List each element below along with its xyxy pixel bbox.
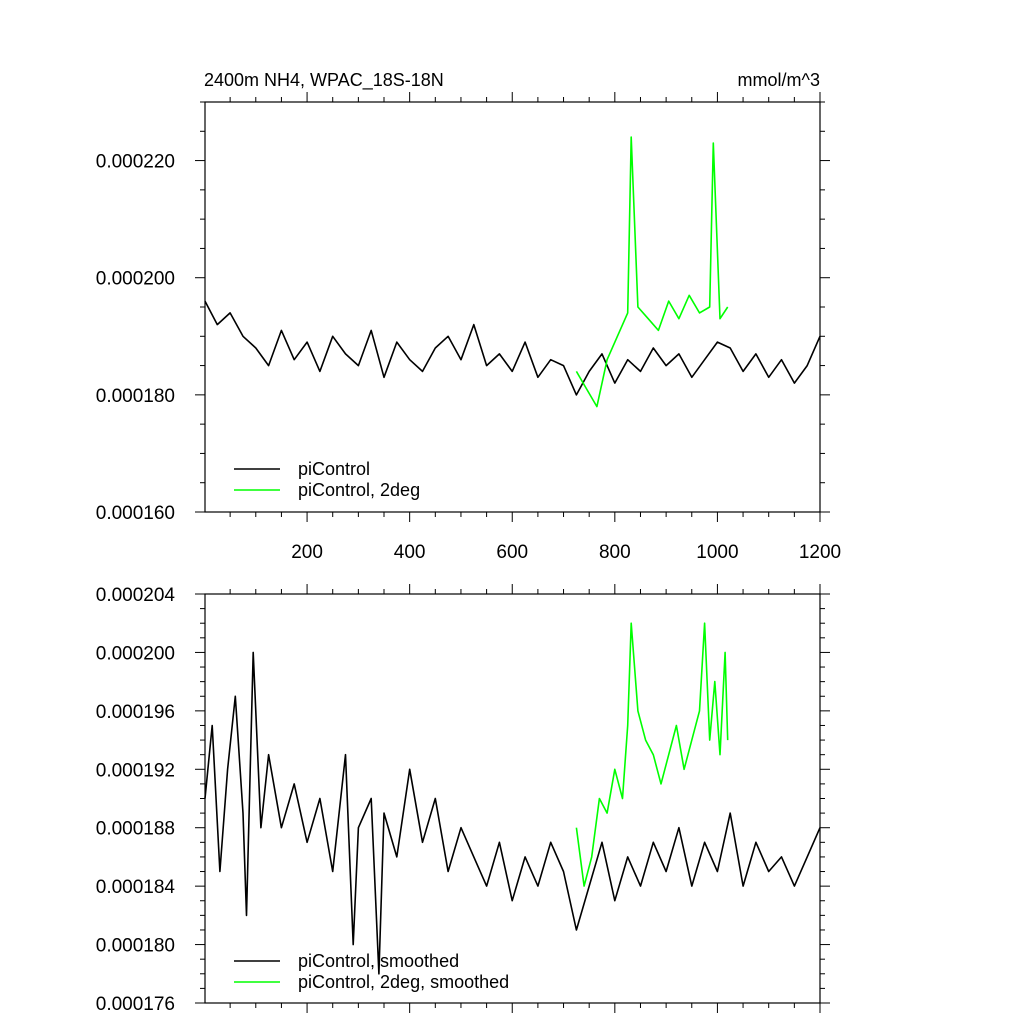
bottom-panel: 0.000176 0.000180 0.000184 0.000188 0.000192… <box>96 584 830 1015</box>
x-tick-label-400: 400 <box>394 542 426 563</box>
x-tick-label-600: 600 <box>496 542 528 563</box>
series-line-0-1 <box>575 136 729 408</box>
chart-title: 2400m NH4, WPAC_18S-18N <box>204 70 444 91</box>
legend-label-picontrol: piControl <box>298 459 370 479</box>
y-tick-label-1-1: 0.000180 <box>96 936 175 957</box>
y-tick-label-0-1: 0.000180 <box>96 386 175 407</box>
bottom-legend: piControl, smoothed piControl, 2deg, smo… <box>234 951 509 992</box>
series-line-0-0 <box>204 300 821 396</box>
y-tick-label-0-3: 0.000220 <box>96 152 175 173</box>
y-tick-label-1-0: 0.000176 <box>96 994 175 1015</box>
y-tick-label-0-0: 0.000160 <box>96 503 175 524</box>
top-series-group <box>204 136 821 408</box>
x-tick-label-200: 200 <box>291 542 323 563</box>
y-tick-label-0-2: 0.000200 <box>96 269 175 290</box>
y-tick-label-1-7: 0.000204 <box>96 585 176 606</box>
series-line-1-0 <box>204 651 821 975</box>
x-tick-label-800: 800 <box>599 542 631 563</box>
x-tick-label-1200: 1200 <box>799 542 841 563</box>
bottom-axes: 0.000176 0.000180 0.000184 0.000188 0.000192… <box>96 584 830 1015</box>
top-panel: 2400m NH4, WPAC_18S-18N mmol/m^3 200 400 6… <box>96 70 841 563</box>
units-label: mmol/m^3 <box>738 70 820 90</box>
legend-label-picontrol-smoothed: piControl, smoothed <box>298 951 459 971</box>
top-legend: piControl piControl, 2deg <box>234 459 420 500</box>
y-tick-label-1-4: 0.000192 <box>96 760 175 781</box>
legend-label-picontrol-2deg: piControl, 2deg <box>298 480 420 500</box>
y-tick-label-1-3: 0.000188 <box>96 819 175 840</box>
y-tick-label-1-5: 0.000196 <box>96 702 175 723</box>
y-tick-label-1-6: 0.000200 <box>96 643 175 664</box>
bottom-series-group <box>204 622 821 975</box>
legend-label-picontrol-2deg-smoothed: piControl, 2deg, smoothed <box>298 972 509 992</box>
top-axes: 200 400 600 800 1000 1200 0.000160 0.000180 0.00… <box>96 92 841 563</box>
plot-frame-0 <box>204 101 821 513</box>
series-line-1-1 <box>575 622 729 887</box>
x-tick-label-1000: 1000 <box>696 542 738 563</box>
y-tick-label-1-2: 0.000184 <box>96 877 176 898</box>
